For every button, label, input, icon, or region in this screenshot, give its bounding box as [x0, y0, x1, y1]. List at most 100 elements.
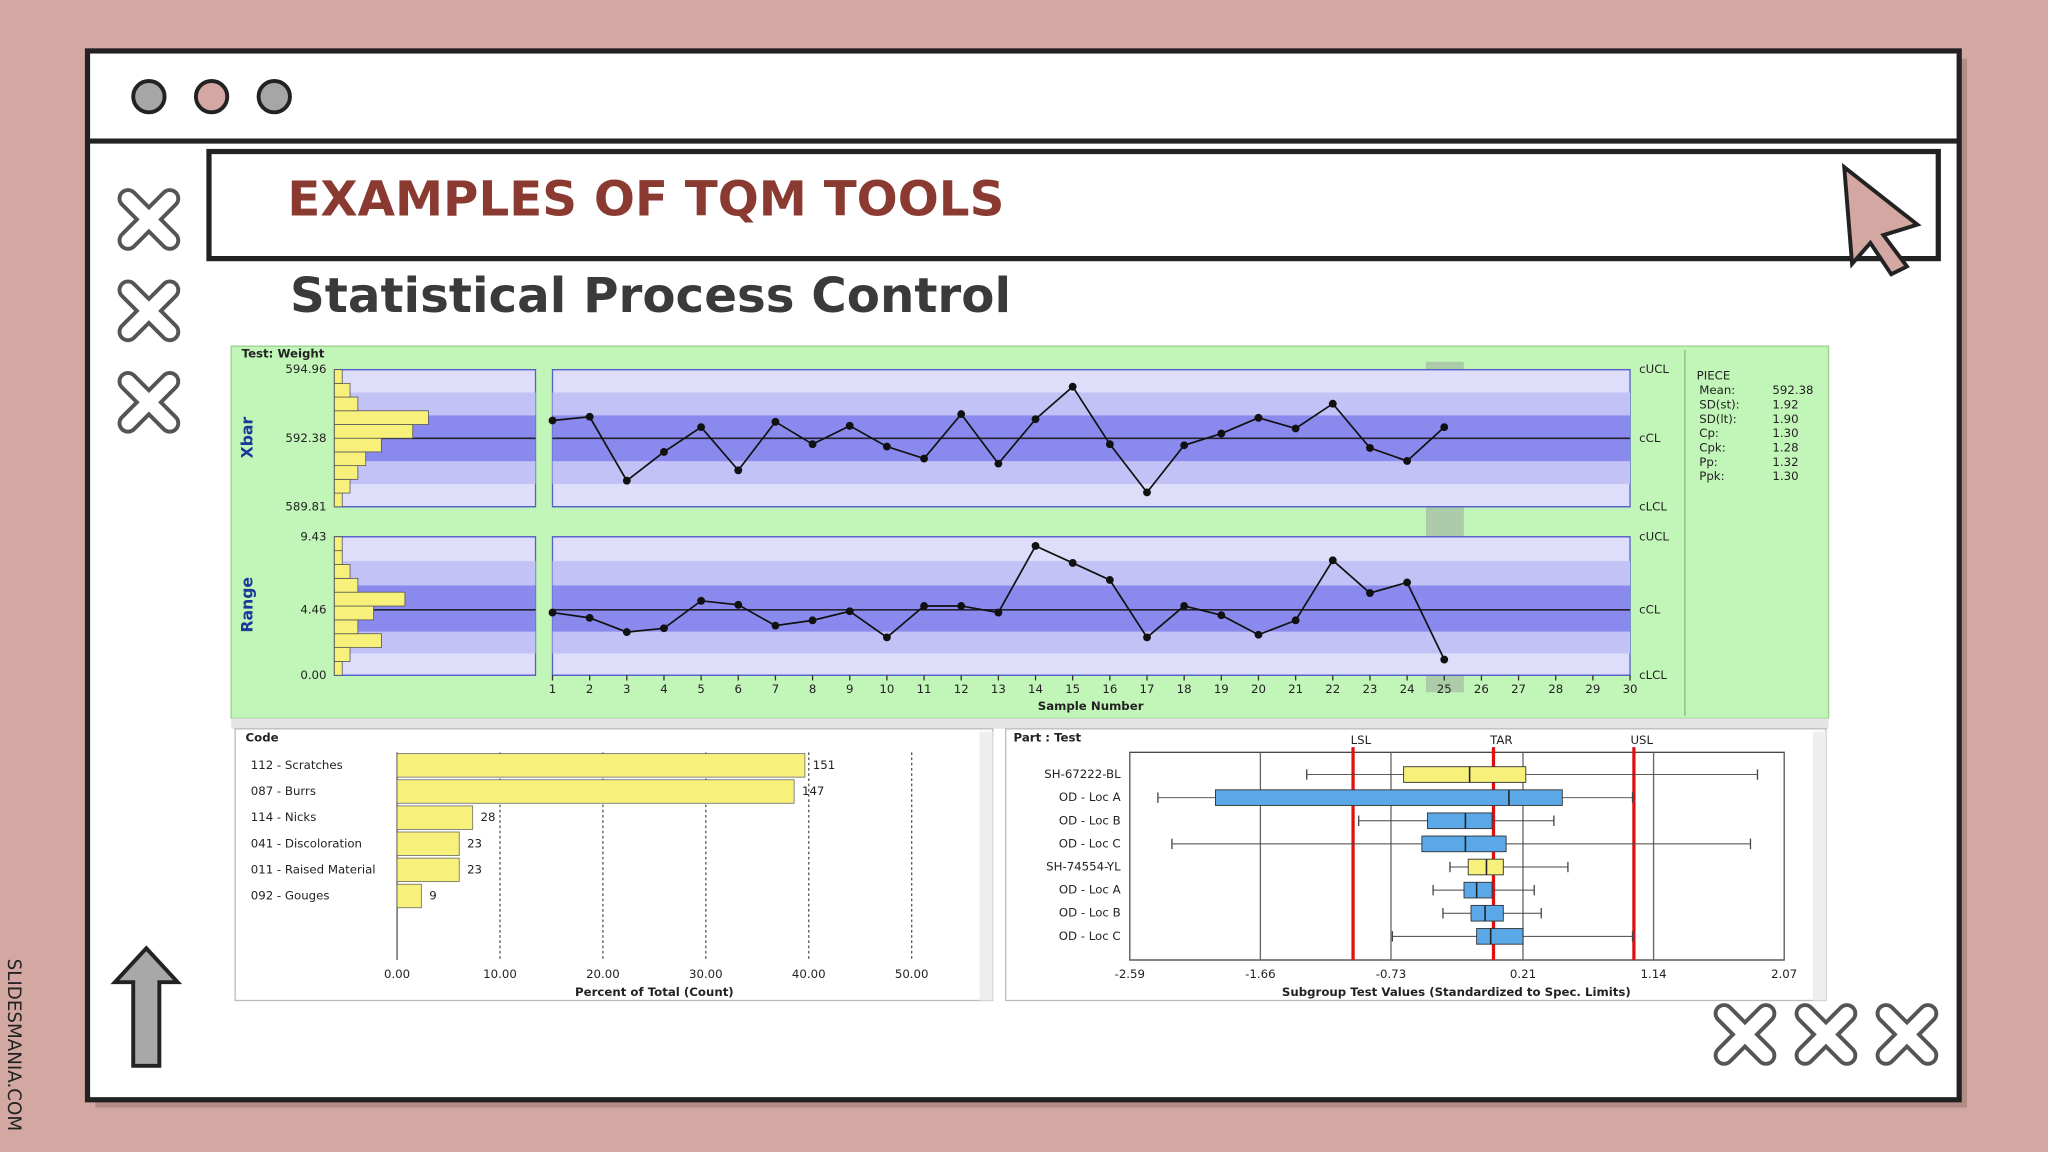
point	[622, 476, 631, 485]
x-tick-label: 14	[1028, 682, 1043, 696]
x-axis-title: Sample Number	[1038, 699, 1144, 713]
bar	[396, 805, 474, 830]
category-label: 041 - Discoloration	[251, 836, 362, 850]
limit-label: cUCL	[1639, 362, 1669, 376]
stat-value: 1.30	[1772, 469, 1798, 483]
x-tick-label: 40.00	[792, 967, 826, 981]
count-label: 23	[467, 836, 482, 850]
histogram-bar	[333, 437, 382, 453]
x-tick-label: 26	[1474, 682, 1489, 696]
chart-label: Range	[238, 577, 257, 633]
point	[1217, 611, 1226, 620]
spec-label: TAR	[1489, 733, 1512, 747]
point	[548, 608, 557, 617]
point	[585, 412, 594, 421]
chart-label: Xbar	[238, 416, 257, 458]
histogram-bar	[333, 396, 359, 412]
x-tick-label: 30.00	[689, 967, 723, 981]
point	[660, 448, 668, 456]
category-label: OD - Loc A	[1059, 883, 1121, 897]
category-label: SH-67222-BL	[1044, 767, 1121, 781]
stat-label: SD(st):	[1699, 397, 1739, 411]
window-dot[interactable]	[193, 79, 230, 115]
x-tick-label: 7	[772, 682, 779, 696]
x-tick-label: 6	[735, 682, 742, 696]
histogram-bar	[333, 382, 351, 398]
point	[882, 442, 891, 451]
histogram-bar	[333, 661, 343, 676]
y-tick-label: 0.00	[300, 668, 326, 682]
point	[957, 602, 966, 610]
x-tick-label: 29	[1585, 682, 1600, 696]
x-tick-label: 2.07	[1771, 967, 1797, 981]
y-tick-label: 594.96	[285, 362, 326, 376]
window-dot[interactable]	[131, 79, 167, 115]
stat-label: Cp:	[1699, 426, 1719, 440]
point	[1403, 578, 1412, 587]
point	[660, 624, 668, 633]
point	[1068, 382, 1077, 391]
x-tick-label: 50.00	[895, 967, 929, 981]
histogram-bar	[333, 633, 382, 648]
histogram-bar	[333, 451, 367, 467]
cursor-icon	[1841, 162, 1922, 277]
stats-title: PIECE	[1697, 369, 1731, 383]
x-tick-label: 22	[1325, 682, 1340, 696]
box	[1214, 789, 1563, 806]
limit-label: cLCL	[1639, 499, 1667, 513]
histogram-bar	[333, 424, 414, 439]
zone-inner	[552, 585, 1631, 632]
window-dot[interactable]	[256, 79, 292, 115]
point	[1105, 440, 1114, 449]
point	[771, 417, 780, 426]
cross	[1875, 1003, 1939, 1066]
point	[622, 628, 631, 637]
point	[808, 440, 817, 449]
bar	[396, 857, 460, 883]
box	[1421, 835, 1507, 853]
point	[697, 596, 706, 605]
x-tick-label: 4	[660, 682, 667, 696]
histogram-bar	[333, 410, 429, 425]
point	[1180, 441, 1189, 450]
point	[1440, 423, 1449, 432]
x-tick-label: -2.59	[1115, 967, 1145, 981]
point	[1217, 429, 1226, 438]
x-tick-label: 27	[1511, 682, 1526, 696]
point	[585, 613, 594, 622]
point	[882, 633, 891, 642]
stat-value: 1.30	[1772, 426, 1798, 440]
bar	[396, 753, 806, 778]
count-label: 23	[467, 862, 482, 876]
stat-label: Cpk:	[1699, 441, 1725, 455]
box	[1470, 904, 1504, 922]
watermark: SLIDESMANIA.COM	[3, 959, 24, 1132]
x-tick-label: 15	[1065, 682, 1080, 696]
test-label: Test: Weight	[242, 346, 325, 360]
y-tick-label: 592.38	[285, 431, 326, 445]
x-tick-label: 30	[1623, 682, 1638, 696]
point	[1328, 556, 1337, 565]
stat-label: SD(lt):	[1699, 412, 1737, 426]
category-label: SH-74554-YL	[1046, 860, 1121, 874]
stat-value: 592.38	[1772, 383, 1813, 397]
x-tick-label: 21	[1288, 682, 1303, 696]
histogram-bar	[333, 465, 359, 480]
pareto-x-title: Percent of Total (Count)	[575, 985, 734, 999]
point	[1143, 633, 1151, 642]
x-tick-label: 17	[1140, 682, 1155, 696]
x-tick-label: 8	[809, 682, 816, 696]
histogram-bar	[333, 619, 359, 635]
stat-label: Ppk:	[1699, 469, 1724, 483]
histogram-bar	[333, 478, 351, 494]
x-tick-label: 9	[846, 682, 853, 696]
y-tick-label: 589.81	[285, 499, 326, 513]
point	[845, 607, 854, 616]
box	[1463, 881, 1493, 899]
limit-label: cUCL	[1639, 529, 1669, 543]
point	[1068, 559, 1077, 567]
x-tick-label: 10	[879, 682, 894, 696]
x-tick-label: -1.66	[1245, 967, 1275, 981]
up-arrow	[110, 945, 183, 1068]
x-tick-label: 12	[954, 682, 969, 696]
